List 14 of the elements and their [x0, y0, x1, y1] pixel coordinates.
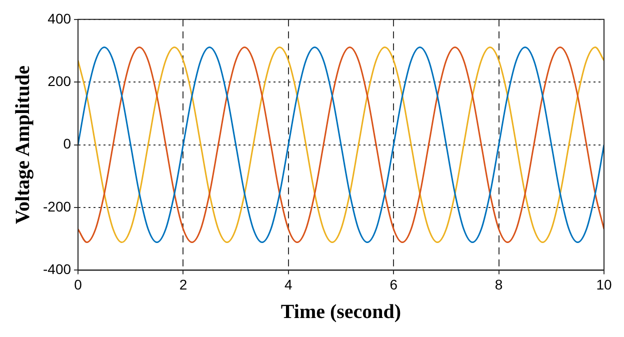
x-tick-label: 8 [494, 276, 503, 292]
x-tick-label: 4 [284, 276, 293, 292]
y-tick-label: 0 [63, 136, 72, 152]
y-axis-title: Voltage Amplitude [12, 65, 34, 224]
x-tick-label: 10 [596, 276, 612, 292]
x-tick-label: 0 [74, 276, 82, 292]
y-tick-label: -200 [42, 198, 72, 214]
x-tick-label: 2 [179, 276, 188, 292]
y-tick-label: 200 [48, 72, 72, 89]
y-tick-label: 400 [48, 10, 72, 26]
line-series [78, 46, 604, 244]
y-tick-label: -400 [42, 261, 72, 278]
x-tick-label: 6 [390, 276, 398, 292]
x-axis-title: Time (second) [280, 301, 402, 324]
